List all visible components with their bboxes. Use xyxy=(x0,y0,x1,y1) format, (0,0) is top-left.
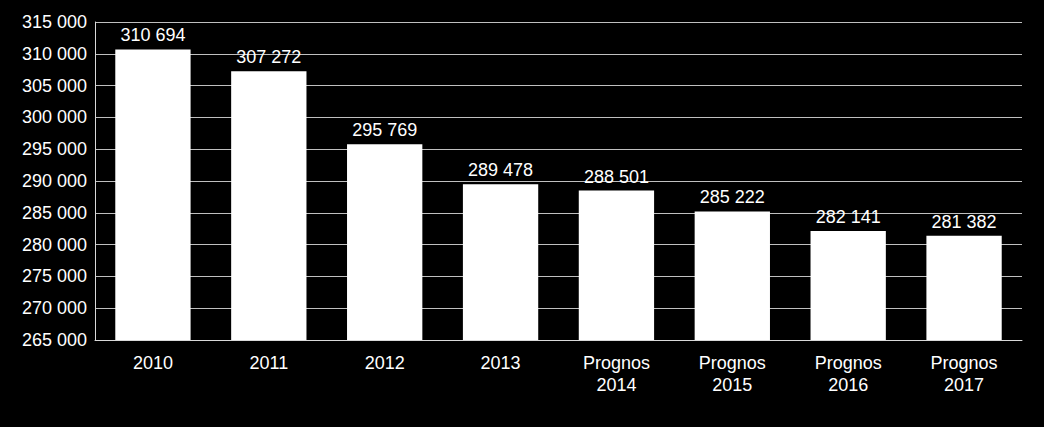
svg-text:315 000: 315 000 xyxy=(22,12,87,32)
svg-text:285 000: 285 000 xyxy=(22,203,87,223)
svg-text:Prognos: Prognos xyxy=(583,353,650,373)
svg-text:305 000: 305 000 xyxy=(22,76,87,96)
svg-text:2010: 2010 xyxy=(133,353,173,373)
svg-text:2016: 2016 xyxy=(828,375,868,395)
svg-text:281 382: 281 382 xyxy=(932,212,997,232)
svg-text:2014: 2014 xyxy=(596,375,636,395)
svg-text:Prognos: Prognos xyxy=(931,353,998,373)
svg-text:280 000: 280 000 xyxy=(22,235,87,255)
svg-text:265 000: 265 000 xyxy=(22,330,87,350)
svg-text:307 272: 307 272 xyxy=(236,47,301,67)
svg-text:295 000: 295 000 xyxy=(22,139,87,159)
svg-text:2017: 2017 xyxy=(944,375,984,395)
svg-text:270 000: 270 000 xyxy=(22,298,87,318)
svg-text:288 501: 288 501 xyxy=(584,167,649,187)
svg-text:310 694: 310 694 xyxy=(120,25,185,45)
svg-text:282 141: 282 141 xyxy=(816,207,881,227)
svg-text:Prognos: Prognos xyxy=(699,353,766,373)
svg-text:2011: 2011 xyxy=(249,353,288,373)
svg-text:289 478: 289 478 xyxy=(468,160,533,180)
svg-text:275 000: 275 000 xyxy=(22,266,87,286)
svg-text:295 769: 295 769 xyxy=(352,120,417,140)
svg-text:2012: 2012 xyxy=(365,353,405,373)
svg-text:285 222: 285 222 xyxy=(700,187,765,207)
svg-text:300 000: 300 000 xyxy=(22,107,87,127)
svg-text:310 000: 310 000 xyxy=(22,44,87,64)
svg-text:Prognos: Prognos xyxy=(815,353,882,373)
svg-text:2015: 2015 xyxy=(712,375,752,395)
svg-text:290 000: 290 000 xyxy=(22,171,87,191)
svg-text:2013: 2013 xyxy=(481,353,521,373)
